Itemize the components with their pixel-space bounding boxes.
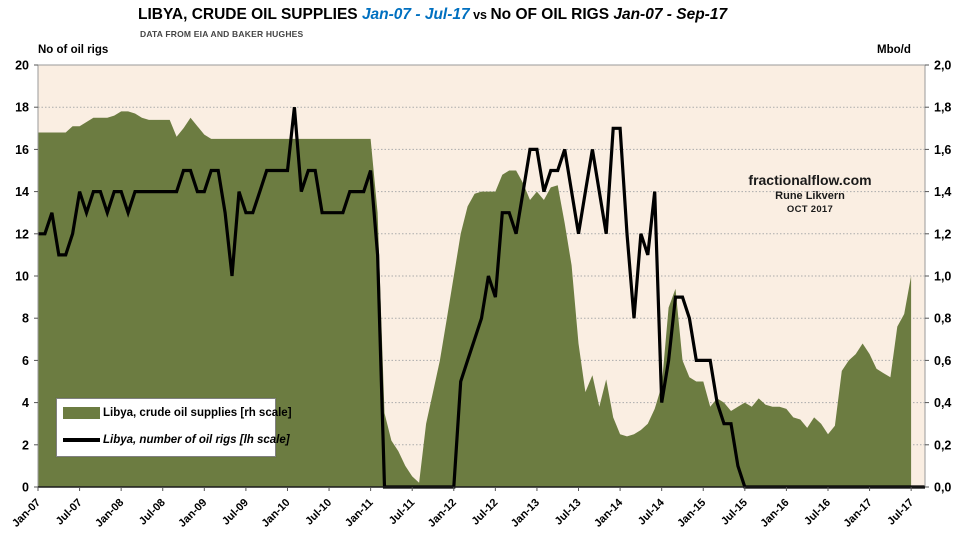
x-axis-tick-label: Jan-15 [675, 497, 708, 530]
x-axis-tick-label: Jul-13 [553, 497, 584, 528]
x-axis-tick-label: Jan-11 [343, 497, 376, 530]
legend-supplies-label: Libya, crude oil supplies [rh scale] [103, 407, 292, 419]
x-axis-tick-label: Jul-14 [636, 496, 668, 528]
legend-box: Libya, crude oil supplies [rh scale] Lib… [56, 398, 292, 457]
x-axis-tick-label: Jul-09 [220, 497, 251, 528]
x-axis-tick-label: Jan-09 [176, 497, 209, 530]
right-axis-title: Mbo/d [877, 44, 911, 56]
left-axis-tick-label: 12 [15, 227, 29, 241]
right-axis-tick-label: 1,8 [934, 101, 951, 115]
x-axis-tick-label: Jan-10 [259, 497, 292, 530]
title-vs: vs [469, 8, 491, 22]
legend-rigs-label: Libya, number of oil rigs [lh scale] [103, 434, 290, 446]
left-axis-tick-label: 18 [15, 101, 29, 115]
x-axis-tick-label: Jan-12 [426, 497, 459, 530]
watermark-date: OCT 2017 [786, 204, 834, 215]
x-axis-tick-label: Jan-17 [842, 497, 875, 530]
watermark-author: Rune Likvern [775, 190, 845, 202]
left-axis-tick-label: 10 [15, 270, 29, 284]
x-axis-tick-label: Jan-13 [509, 497, 542, 530]
watermark: fractionalflow.com Rune Likvern OCT 2017 [728, 172, 892, 215]
chart-title: LIBYA, CRUDE OIL SUPPLIES Jan-07 - Jul-1… [138, 6, 727, 24]
x-axis-tick-label: Jul-16 [802, 497, 833, 528]
x-axis-tick-label: Jul-12 [470, 497, 501, 528]
rigs-line-icon [63, 438, 100, 442]
left-axis-tick-label: 20 [15, 59, 29, 73]
right-axis-tick-label: 1,4 [934, 185, 951, 199]
title-supplies-range: Jan-07 - Jul-17 [361, 6, 470, 23]
left-axis-tick-label: 8 [22, 312, 29, 326]
right-axis-tick-label: 2,0 [934, 59, 951, 73]
left-axis-title: No of oil rigs [38, 44, 109, 56]
right-axis-tick-label: 1,0 [934, 270, 951, 284]
watermark-site: fractionalflow.com [748, 172, 872, 188]
title-main-2: No OF OIL RIGS [490, 6, 614, 23]
right-axis-tick-label: 0,8 [934, 312, 951, 326]
left-axis-tick-label: 4 [22, 396, 29, 410]
right-axis-tick-label: 1,6 [934, 143, 951, 157]
x-axis-tick-label: Jan-08 [93, 497, 126, 530]
x-axis-tick-label: Jul-08 [137, 497, 168, 528]
right-axis-tick-label: 0,2 [934, 438, 951, 452]
left-axis-tick-label: 14 [15, 185, 29, 199]
x-axis-tick-label: Jan-07 [10, 497, 43, 530]
x-axis-tick-label: Jul-17 [885, 497, 916, 528]
left-axis-tick-label: 6 [22, 354, 29, 368]
right-axis-tick-label: 0,4 [934, 396, 951, 410]
left-axis-tick-label: 2 [22, 438, 29, 452]
x-axis-tick-label: Jan-16 [758, 497, 791, 530]
supplies-swatch-icon [63, 407, 100, 419]
x-axis-tick-label: Jul-07 [54, 497, 85, 528]
right-axis-tick-label: 0,0 [934, 481, 951, 495]
legend-item-supplies: Libya, crude oil supplies [rh scale] [57, 399, 292, 426]
left-axis-tick-label: 0 [22, 481, 29, 495]
left-axis-tick-label: 16 [15, 143, 29, 157]
x-axis-tick-label: Jul-11 [387, 497, 418, 528]
right-axis-tick-label: 1,2 [934, 227, 951, 241]
right-axis-tick-label: 0,6 [934, 354, 951, 368]
title-rigs-range: Jan-07 - Sep-17 [613, 6, 728, 23]
title-main-1: LIBYA, CRUDE OIL SUPPLIES [138, 6, 362, 23]
x-axis-tick-label: Jul-15 [719, 497, 750, 528]
legend-item-rigs: Libya, number of oil rigs [lh scale] [57, 426, 290, 453]
chart-subtitle: DATA FROM EIA AND BAKER HUGHES [140, 29, 304, 39]
x-axis-tick-label: Jan-14 [592, 496, 626, 530]
x-axis-tick-label: Jul-10 [303, 497, 334, 528]
